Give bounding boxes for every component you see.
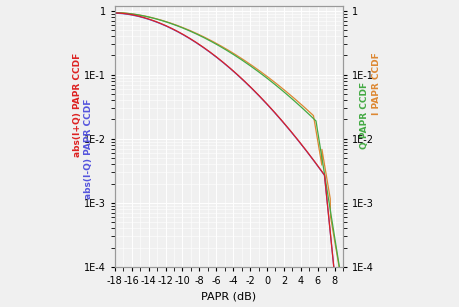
Text: abs(I+Q) PAPR CCDF: abs(I+Q) PAPR CCDF	[73, 53, 82, 157]
Text: I PAPR CCDF: I PAPR CCDF	[371, 52, 380, 115]
Text: Q PAPR CCDF: Q PAPR CCDF	[359, 82, 369, 149]
X-axis label: PAPR (dB): PAPR (dB)	[201, 291, 256, 301]
Text: abs(I-Q) PAPR CCDF: abs(I-Q) PAPR CCDF	[84, 99, 93, 200]
